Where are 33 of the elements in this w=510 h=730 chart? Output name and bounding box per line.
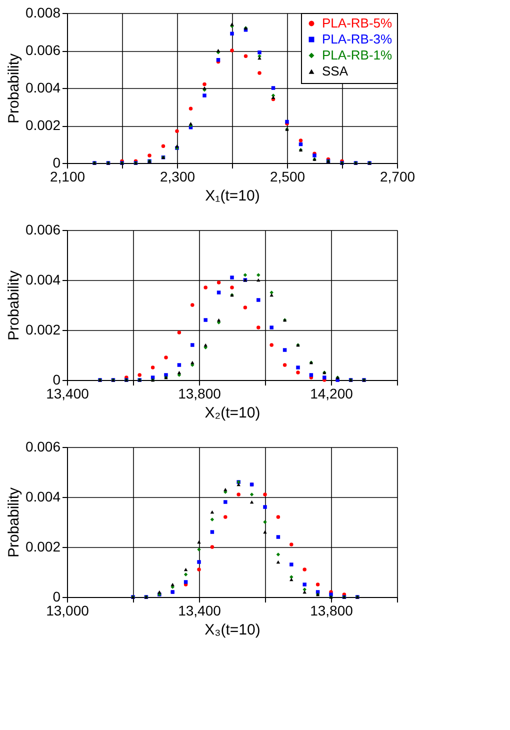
legend-label: PLA-RB-5%	[322, 16, 393, 30]
x-tick-label: 13,000	[46, 602, 90, 618]
x-tick-label: 13,800	[310, 602, 354, 618]
x-tick-label: 13,400	[178, 602, 222, 618]
legend-label: SSA	[322, 64, 348, 78]
legend-label: PLA-RB-1%	[322, 48, 393, 62]
x-axis-title: X₂(t=10)	[204, 404, 260, 422]
x-tick-label: 14,200	[310, 386, 354, 402]
x-tick-label: 2,500	[270, 168, 306, 184]
y-tick-label: 0.008	[25, 4, 61, 20]
x-tick-label: 13,400	[46, 386, 90, 402]
y-tick-label: 0	[52, 372, 61, 388]
y-tick-label: 0.004	[25, 80, 61, 96]
x-tick-label: 13,800	[178, 386, 222, 402]
y-tick-label: 0.002	[25, 322, 61, 338]
y-axis-title: Probability	[5, 52, 22, 124]
y-tick-label: 0.004	[25, 488, 61, 504]
x-axis-title: X₁(t=10)	[205, 188, 260, 204]
y-tick-label: 0.002	[25, 538, 61, 554]
y-tick-label: 0.002	[25, 117, 61, 133]
x-tick-label: 2,300	[160, 168, 196, 184]
y-tick-label: 0.006	[25, 222, 61, 238]
y-axis-title: Probability	[5, 270, 22, 341]
y-tick-label: 0.004	[25, 272, 61, 288]
y-tick-label: 0.006	[25, 42, 61, 58]
x-axis-title: X₃(t=10)	[204, 622, 260, 638]
x-tick-label: 2,700	[380, 168, 416, 184]
y-tick-label: 0	[52, 154, 61, 170]
legend-label: PLA-RB-3%	[322, 32, 393, 46]
y-tick-label: 0	[52, 588, 61, 604]
y-tick-label: 0.006	[25, 438, 61, 454]
y-axis-title: Probability	[5, 486, 22, 558]
x-tick-label: 2,100	[50, 168, 86, 184]
